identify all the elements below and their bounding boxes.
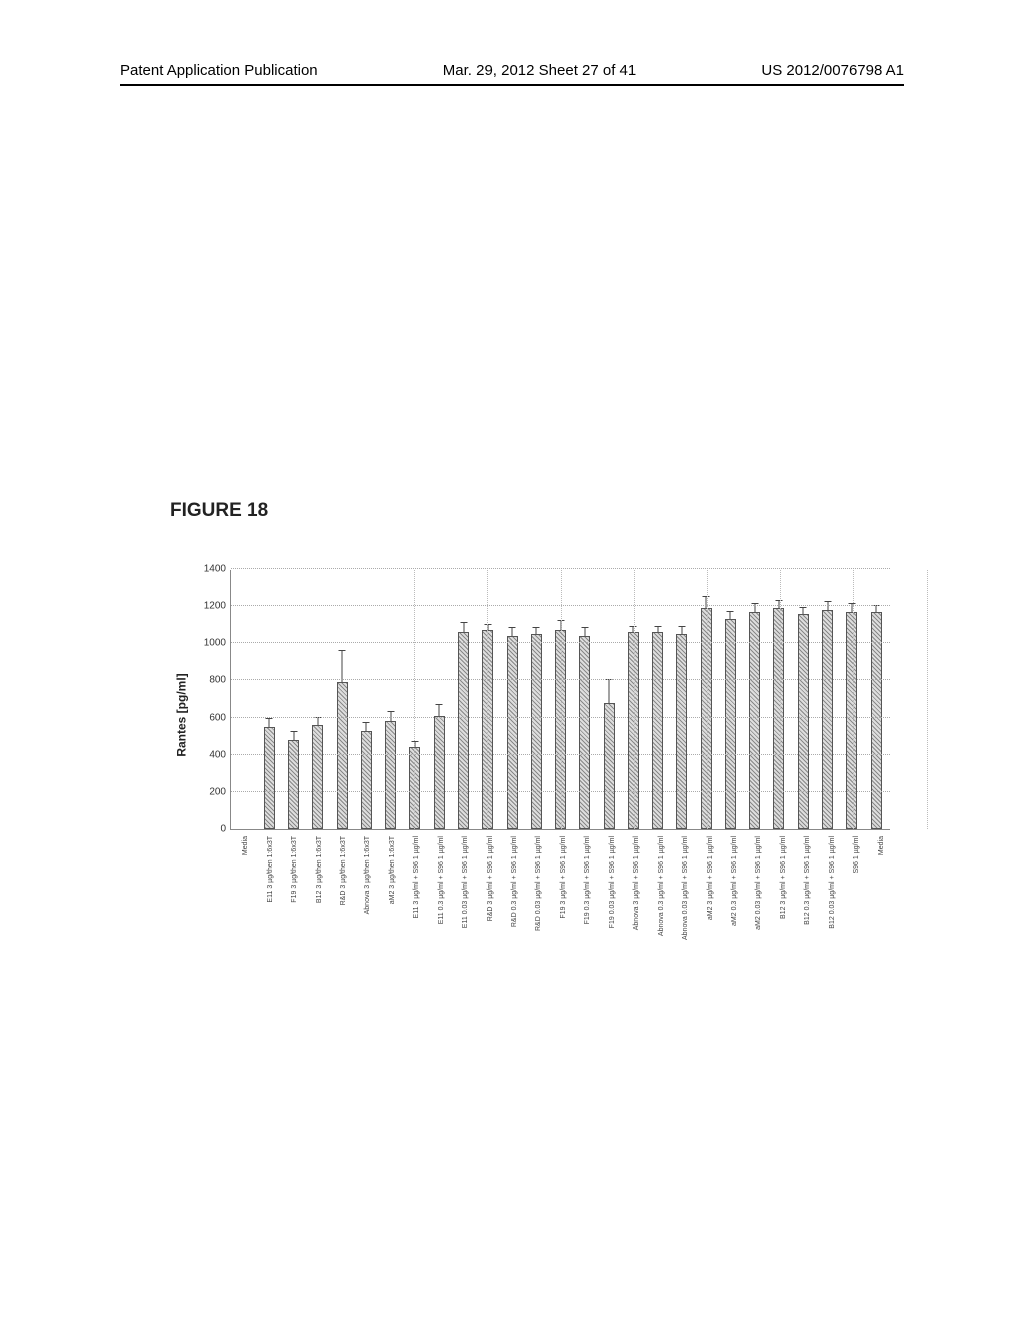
error-bar: [584, 628, 585, 635]
header-center: Mar. 29, 2012 Sheet 27 of 41: [443, 62, 636, 79]
error-bar: [609, 680, 610, 702]
group-divider: [780, 570, 781, 829]
error-bar: [439, 705, 440, 716]
error-bar: [730, 612, 731, 619]
header-rule: [120, 84, 904, 86]
bar: [798, 614, 809, 829]
group-divider: [853, 570, 854, 829]
group-divider: [707, 570, 708, 829]
bar: [773, 608, 784, 829]
bar: [871, 612, 882, 829]
error-bar: [512, 628, 513, 635]
bar: [531, 634, 542, 829]
grid-line: [231, 568, 890, 569]
error-cap: [581, 627, 588, 628]
error-cap: [509, 627, 516, 628]
y-tick-label: 800: [191, 675, 226, 686]
bar: [458, 632, 469, 829]
bar: [676, 634, 687, 829]
error-cap: [339, 650, 346, 651]
error-bar: [269, 719, 270, 726]
bar: [749, 612, 760, 829]
page-header: Patent Application Publication Mar. 29, …: [120, 62, 904, 79]
bar: [725, 619, 736, 829]
error-cap: [678, 626, 685, 627]
error-cap: [800, 607, 807, 608]
error-cap: [266, 718, 273, 719]
bar: [604, 703, 615, 829]
y-tick-label: 0: [191, 824, 226, 835]
figure-label: FIGURE 18: [170, 500, 268, 522]
plot-area: 0200400600800100012001400: [230, 570, 890, 830]
bar: [385, 721, 396, 829]
error-cap: [436, 704, 443, 705]
header-right: US 2012/0076798 A1: [761, 62, 904, 79]
group-divider: [634, 570, 635, 829]
y-tick-label: 400: [191, 749, 226, 760]
y-axis-title: Rantes [pg/ml]: [175, 673, 189, 756]
rantes-bar-chart: Rantes [pg/ml] 0200400600800100012001400…: [170, 570, 890, 860]
error-cap: [363, 722, 370, 723]
y-tick-label: 200: [191, 786, 226, 797]
error-bar: [317, 718, 318, 725]
error-cap: [533, 627, 540, 628]
y-tick-label: 1200: [191, 601, 226, 612]
bar: [312, 725, 323, 829]
header-left: Patent Application Publication: [120, 62, 318, 79]
error-cap: [751, 603, 758, 604]
y-tick-label: 1000: [191, 638, 226, 649]
error-cap: [824, 601, 831, 602]
error-cap: [654, 626, 661, 627]
group-divider: [927, 570, 928, 829]
bar: [579, 636, 590, 829]
error-cap: [460, 622, 467, 623]
group-divider: [561, 570, 562, 829]
error-cap: [387, 711, 394, 712]
error-bar: [293, 732, 294, 739]
bar: [652, 632, 663, 829]
bar: [846, 612, 857, 829]
error-cap: [775, 600, 782, 601]
bar: [507, 636, 518, 829]
error-bar: [681, 627, 682, 634]
error-cap: [290, 731, 297, 732]
bar: [337, 682, 348, 829]
group-divider: [414, 570, 415, 829]
error-bar: [342, 651, 343, 683]
error-cap: [727, 611, 734, 612]
bar: [264, 727, 275, 829]
y-tick-label: 1400: [191, 564, 226, 575]
bar: [361, 731, 372, 829]
error-bar: [366, 723, 367, 730]
error-bar: [463, 623, 464, 632]
y-tick-label: 600: [191, 712, 226, 723]
group-divider: [487, 570, 488, 829]
bar: [434, 716, 445, 829]
